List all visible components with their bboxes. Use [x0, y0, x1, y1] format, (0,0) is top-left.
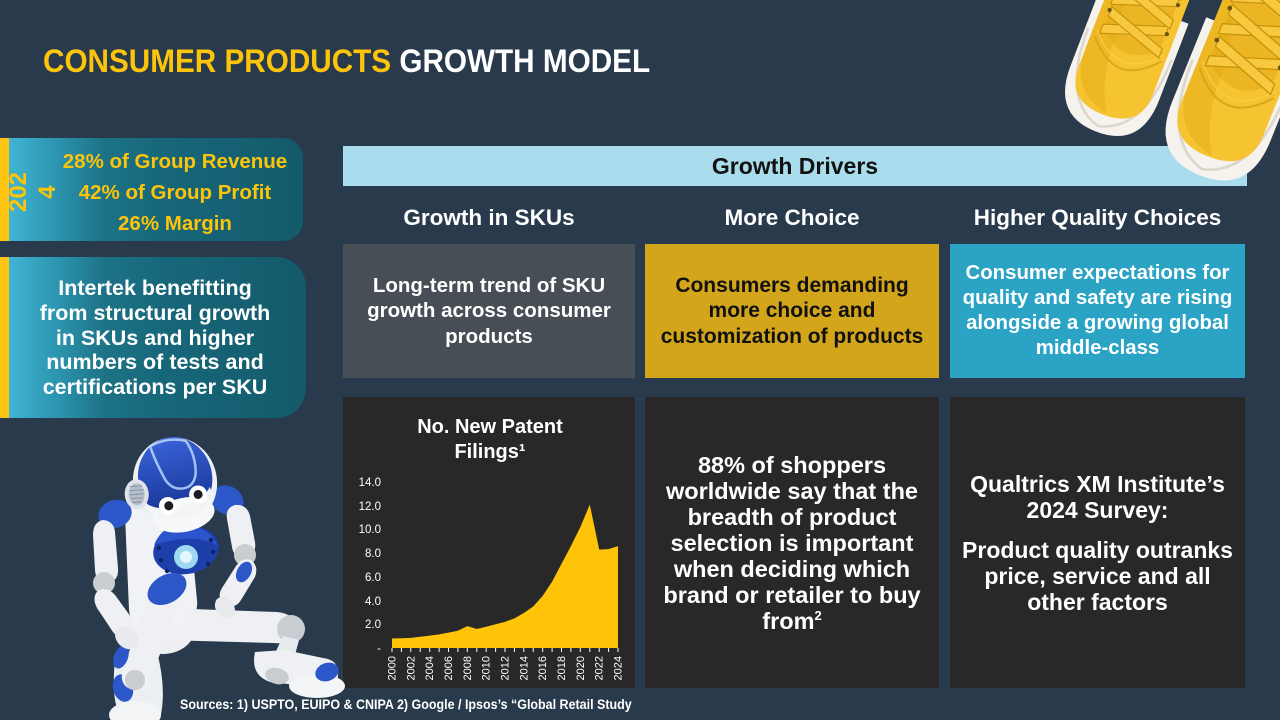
- svg-text:2022: 2022: [594, 656, 606, 680]
- svg-text:4.0: 4.0: [365, 596, 381, 608]
- svg-text:2006: 2006: [443, 656, 455, 680]
- svg-text:2.0: 2.0: [365, 619, 381, 631]
- svg-text:12.0: 12.0: [359, 501, 381, 513]
- svg-text:2000: 2000: [387, 656, 399, 680]
- svg-text:2018: 2018: [556, 656, 568, 680]
- svg-text:2004: 2004: [424, 656, 436, 680]
- svg-text:10.0: 10.0: [359, 524, 381, 536]
- svg-text:Filings¹: Filings¹: [454, 441, 525, 463]
- svg-text:8.0: 8.0: [365, 548, 381, 560]
- svg-text:No. New Patent: No. New Patent: [417, 416, 563, 438]
- svg-text:-: -: [377, 643, 381, 655]
- svg-text:2010: 2010: [481, 656, 493, 680]
- svg-text:2024: 2024: [613, 656, 625, 680]
- svg-text:2002: 2002: [405, 656, 417, 680]
- svg-text:14.0: 14.0: [359, 477, 381, 489]
- svg-text:6.0: 6.0: [365, 572, 381, 584]
- svg-text:2008: 2008: [462, 656, 474, 680]
- svg-text:2014: 2014: [518, 656, 530, 680]
- svg-text:2012: 2012: [500, 656, 512, 680]
- svg-text:2016: 2016: [537, 656, 549, 680]
- svg-text:2020: 2020: [575, 656, 587, 680]
